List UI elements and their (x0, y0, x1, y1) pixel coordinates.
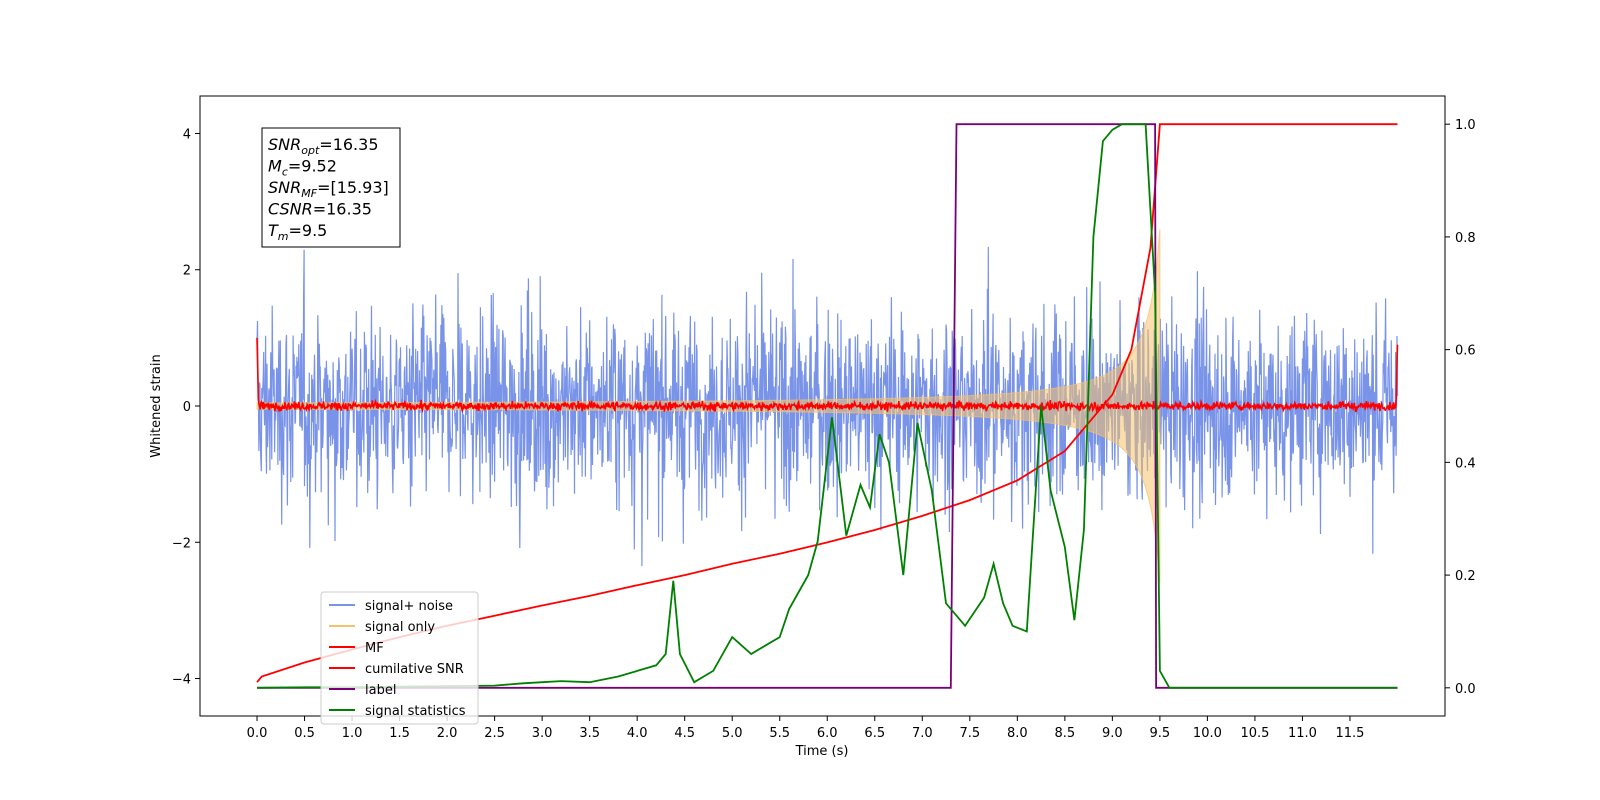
x-tick-label: 11.5 (1335, 726, 1364, 741)
x-tick-label: 9.0 (1102, 726, 1123, 741)
x-tick-label: 3.0 (532, 726, 553, 741)
legend-items: signal+ noise signal only MF cumilative SNR… (329, 599, 466, 719)
y2-tick-label: 0.4 (1455, 456, 1476, 471)
x-tick-label: 8.0 (1007, 726, 1028, 741)
annotation-value: =[15.93] (317, 178, 389, 197)
annotation-symbol: CSNR (268, 200, 313, 219)
annotation-subscript: MF (301, 187, 317, 200)
x-tick-label: 3.5 (579, 726, 600, 741)
y-tick-label: −2 (172, 536, 191, 551)
annotation-subscript: c (282, 166, 288, 179)
x-tick-label: 9.5 (1150, 726, 1171, 741)
series-signal-noise-line (256, 246, 1399, 567)
annotation-value: =16.35 (313, 200, 372, 219)
y-tick-label: 0 (183, 400, 191, 415)
legend-label: cumilative SNR (365, 662, 464, 677)
y-tick-label: 2 (183, 264, 191, 279)
legend: signal+ noise signal only MF cumilative SNR… (320, 591, 479, 725)
x-axis: 0.0 0.5 1.0 1.5 2.0 2.5 3.0 3.5 4.0 4.5 5.0 5.5 6.0 6… (247, 716, 1364, 741)
y2-tick-label: 0.6 (1455, 344, 1476, 359)
legend-item: cumilative SNR (329, 662, 464, 677)
x-tick-label: 1.5 (389, 726, 410, 741)
legend-label: MF (365, 641, 384, 656)
x-tick-label: 10.0 (1193, 726, 1222, 741)
legend-label: signal only (365, 620, 435, 635)
x-tick-label: 7.0 (912, 726, 933, 741)
y-tick-label: −4 (172, 673, 191, 688)
annotation-symbol: M (268, 157, 282, 176)
x-tick-label: 5.0 (722, 726, 743, 741)
x-tick-label: 7.5 (959, 726, 980, 741)
annotation-box: SNRopt=16.35 Mc=9.52 SNRMF=[15.93] CSNR=16.… (261, 127, 401, 248)
x-axis-label: Time (s) (795, 744, 849, 759)
series-mf-line (256, 337, 1399, 414)
legend-item: label (329, 683, 396, 698)
annotation-symbol: SNR (268, 178, 301, 197)
annotation-subscript: opt (301, 144, 320, 157)
annotation-frame (261, 127, 401, 248)
y-tick-label: 4 (183, 127, 191, 142)
annotation-symbol: T (268, 221, 279, 240)
annotation-value: =9.5 (289, 221, 328, 240)
legend-frame (320, 591, 479, 725)
legend-item: signal+ noise (329, 599, 453, 614)
annotation-subscript: m (278, 230, 289, 243)
y2-tick-label: 0.0 (1455, 682, 1476, 697)
x-tick-label: 4.0 (627, 726, 648, 741)
legend-item: signal only (329, 620, 435, 635)
annotation-symbol: SNR (268, 135, 301, 154)
legend-label: signal statistics (365, 704, 466, 719)
y2-tick-label: 1.0 (1455, 118, 1476, 133)
x-tick-label: 0.0 (247, 726, 268, 741)
annotation-value: =9.52 (288, 157, 337, 176)
x-tick-label: 6.0 (817, 726, 838, 741)
x-tick-label: 6.5 (864, 726, 885, 741)
x-tick-label: 5.5 (769, 726, 790, 741)
legend-item: MF (329, 641, 384, 656)
x-tick-label: 2.5 (484, 726, 505, 741)
x-tick-label: 11.0 (1288, 726, 1317, 741)
x-tick-label: 8.5 (1055, 726, 1076, 741)
x-tick-label: 1.0 (342, 726, 363, 741)
annotation-value: =16.35 (319, 135, 378, 154)
legend-item: signal statistics (329, 704, 466, 719)
series-signal-statistics-line (256, 123, 1398, 689)
y-axis-right: 0.0 0.2 0.4 0.6 0.8 1.0 (1445, 118, 1476, 697)
y-axis-left: −4 −2 0 2 4 (172, 127, 200, 688)
annotation-text: SNRopt=16.35 Mc=9.52 SNRMF=[15.93] CSNR=16.… (268, 135, 389, 243)
x-tick-label: 0.5 (294, 726, 315, 741)
y2-tick-label: 0.2 (1455, 569, 1476, 584)
x-tick-label: 2.0 (437, 726, 458, 741)
x-tick-label: 4.5 (674, 726, 695, 741)
x-tick-label: 10.5 (1240, 726, 1269, 741)
legend-label: label (365, 683, 396, 698)
y2-tick-label: 0.8 (1455, 231, 1476, 246)
y-axis-label: Whitened strain (149, 354, 164, 457)
legend-label: signal+ noise (365, 599, 453, 614)
